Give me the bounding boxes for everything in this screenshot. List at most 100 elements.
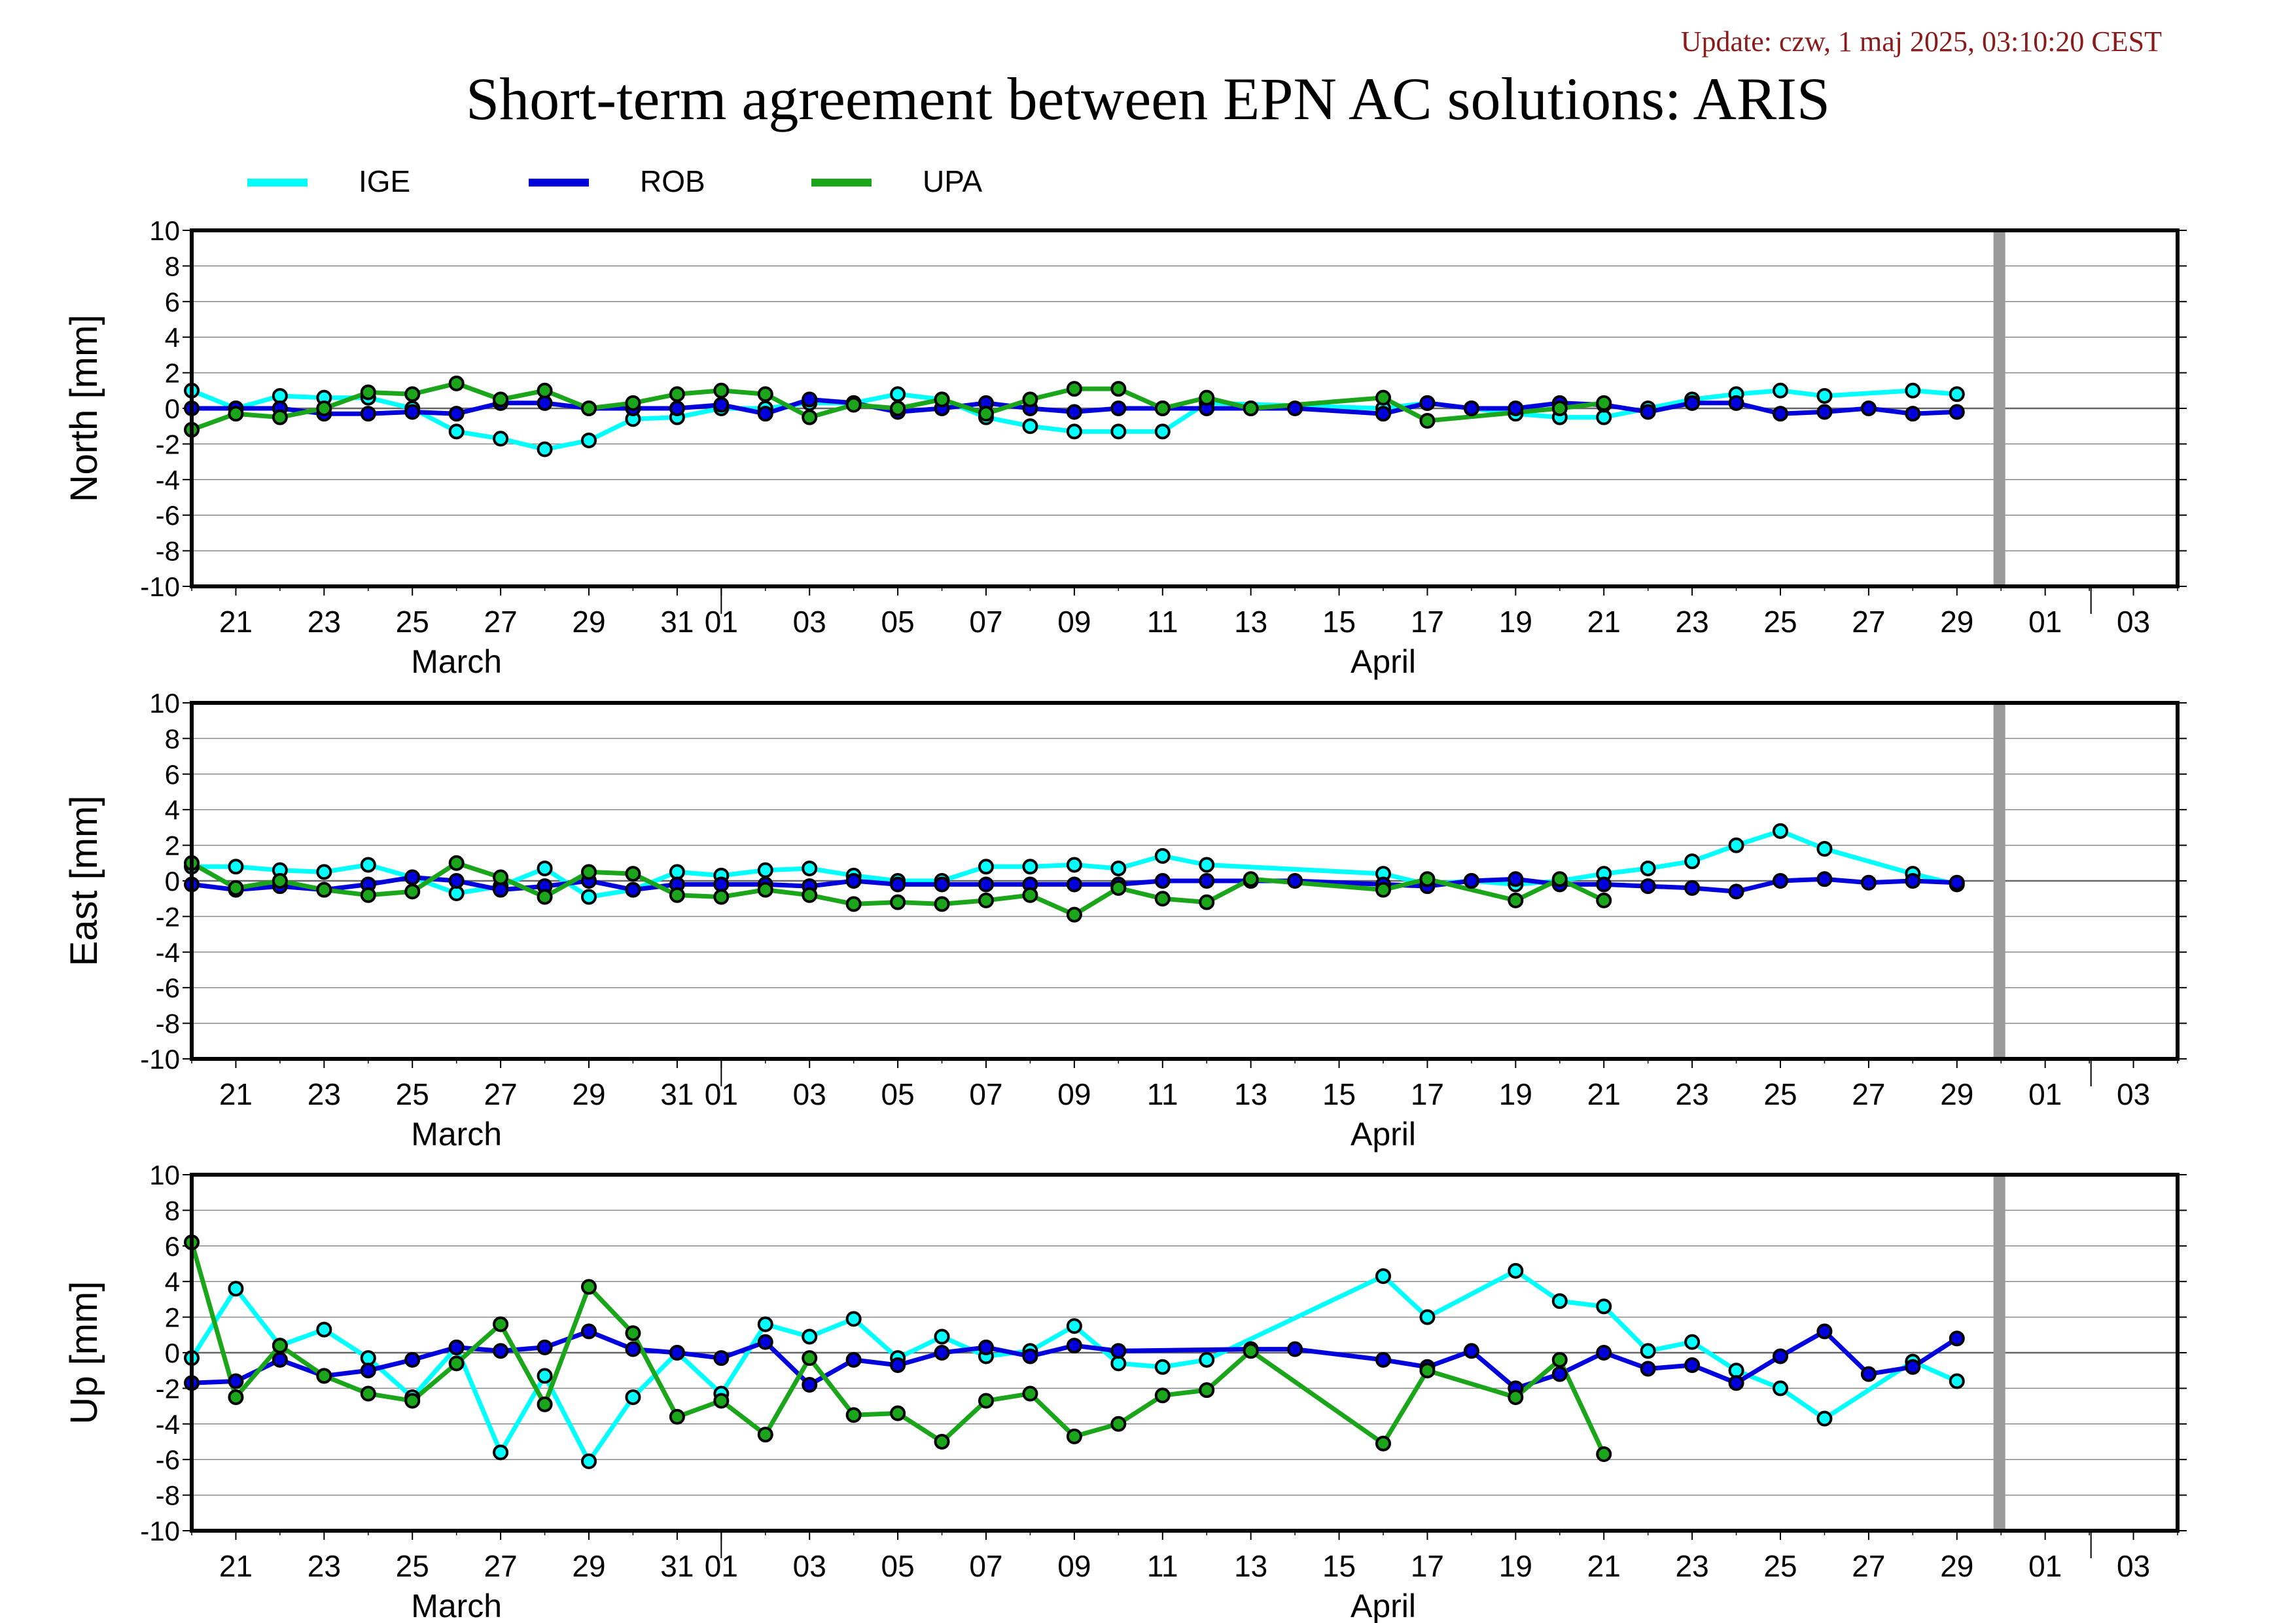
data-point-ige (1642, 1344, 1655, 1357)
data-point-upa (539, 384, 552, 397)
data-point-upa (847, 897, 860, 910)
x-tick-label: 03 (2117, 1549, 2150, 1583)
today-marker (1994, 230, 2005, 586)
data-point-rob (494, 1344, 507, 1357)
data-point-ige (1068, 859, 1081, 872)
data-point-rob (362, 407, 375, 420)
y-tick-label: 0 (165, 1338, 180, 1368)
data-point-ige (1597, 411, 1610, 424)
x-tick-label: 07 (969, 1077, 1002, 1111)
data-point-upa (1597, 894, 1610, 907)
data-point-ige (1156, 425, 1169, 438)
data-point-ige (847, 1312, 860, 1325)
data-point-ige (1951, 1375, 1964, 1388)
data-point-rob (1597, 1346, 1610, 1359)
data-point-upa (494, 871, 507, 884)
month-label: March (411, 1588, 502, 1623)
data-point-rob (229, 1375, 242, 1388)
y-tick-label: 6 (165, 287, 180, 317)
data-point-upa (847, 1408, 860, 1421)
data-point-upa (362, 386, 375, 399)
data-point-rob (1421, 397, 1434, 410)
chart-canvas: 1086420-2-4-6-8-1021 23 25 27 29 31 01 03 05 07 09… (0, 0, 2296, 1623)
data-point-rob (1112, 402, 1125, 415)
data-point-ige (229, 860, 242, 873)
data-point-upa (450, 1357, 463, 1370)
data-point-upa (803, 889, 816, 902)
data-point-upa (317, 402, 330, 415)
data-point-upa (582, 402, 595, 415)
data-point-ige (1377, 1270, 1390, 1283)
data-point-upa (980, 894, 993, 907)
data-point-rob (1686, 397, 1699, 410)
x-tick-label: 19 (1499, 1549, 1532, 1583)
data-point-upa (715, 384, 728, 397)
data-point-rob (715, 399, 728, 412)
data-point-ige (274, 389, 287, 402)
x-tick-label: 27 (1852, 1549, 1885, 1583)
x-tick-label: 17 (1411, 1549, 1444, 1583)
data-point-upa (1112, 882, 1125, 895)
data-point-ige (1068, 425, 1081, 438)
data-point-upa (1553, 402, 1566, 415)
data-point-upa (1553, 1353, 1566, 1366)
y-tick-label: 8 (165, 1195, 180, 1226)
data-point-ige (1774, 1382, 1787, 1395)
data-point-ige (803, 862, 816, 875)
data-point-upa (494, 1317, 507, 1330)
x-tick-label: 03 (2117, 605, 2150, 639)
x-tick-label: 01 (2028, 1077, 2062, 1111)
data-point-upa (1112, 382, 1125, 395)
data-point-rob (847, 874, 860, 887)
data-point-rob (406, 871, 419, 884)
panel-east-mm: 1086420-2-4-6-8-1021 23 25 27 29 31 01 03 05 07 09… (63, 688, 2187, 1152)
y-tick-label: -10 (140, 571, 180, 602)
y-tick-label: -10 (140, 1044, 180, 1075)
data-point-upa (229, 407, 242, 420)
data-point-rob (1377, 407, 1390, 420)
data-point-upa (936, 897, 949, 910)
data-point-rob (1509, 402, 1522, 415)
x-tick-label: 03 (793, 1549, 826, 1583)
data-point-rob (1951, 405, 1964, 418)
y-tick-label: -2 (156, 901, 180, 932)
data-point-rob (362, 1364, 375, 1377)
data-point-upa (1156, 892, 1169, 905)
data-point-upa (274, 411, 287, 424)
data-point-upa (626, 1327, 639, 1340)
data-point-rob (1465, 402, 1478, 415)
data-point-upa (1421, 872, 1434, 885)
data-point-rob (936, 1346, 949, 1359)
data-point-rob (1774, 1349, 1787, 1363)
data-point-ige (494, 432, 507, 445)
data-point-rob (494, 883, 507, 897)
data-point-upa (715, 1394, 728, 1407)
data-point-rob (1465, 874, 1478, 887)
x-tick-label: 13 (1234, 605, 1267, 639)
data-point-rob (1730, 397, 1743, 410)
data-point-rob (1686, 1359, 1699, 1372)
data-point-ige (1818, 389, 1831, 402)
y-tick-label: 4 (165, 794, 180, 825)
y-tick-label: 0 (165, 866, 180, 897)
data-point-upa (539, 1398, 552, 1411)
x-tick-label: 11 (1147, 605, 1178, 639)
data-point-upa (803, 411, 816, 424)
x-tick-label: 29 (572, 1077, 605, 1111)
data-point-upa (1509, 1391, 1522, 1404)
x-tick-label: 09 (1057, 605, 1091, 639)
data-point-rob (847, 1353, 860, 1366)
data-point-upa (1377, 1437, 1390, 1450)
data-point-rob (1509, 872, 1522, 885)
data-point-rob (1288, 874, 1301, 887)
data-point-rob (1906, 407, 1919, 420)
y-tick-label: -4 (156, 465, 180, 495)
data-point-ige (317, 1323, 330, 1336)
month-label: April (1351, 1116, 1416, 1152)
data-point-rob (1068, 878, 1081, 891)
data-point-upa (626, 867, 639, 880)
data-point-rob (980, 878, 993, 891)
data-point-upa (494, 393, 507, 406)
data-point-upa (1597, 1448, 1610, 1461)
y-tick-label: 10 (149, 1160, 180, 1190)
